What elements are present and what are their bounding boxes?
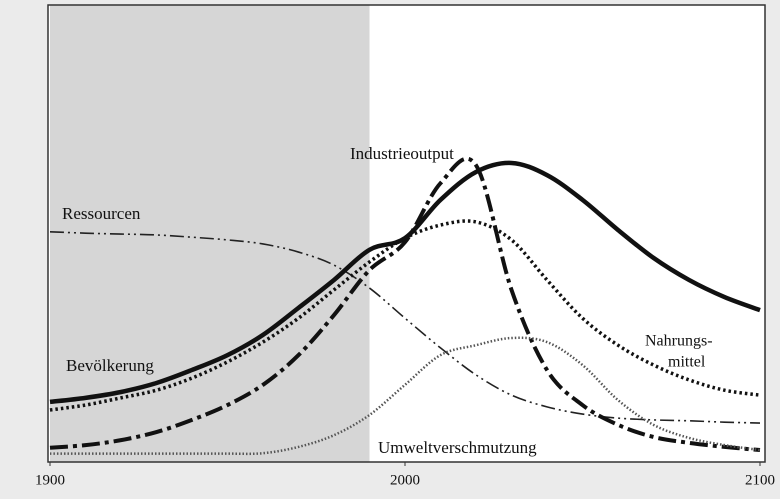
series-label: Umweltverschmutzung	[378, 438, 537, 457]
series-line	[49, 156, 761, 453]
series-label: Nahrungs-	[645, 333, 713, 350]
series-line	[49, 231, 761, 424]
series-label: Industrieoutput	[350, 144, 454, 163]
series-line	[49, 219, 761, 412]
series-line	[50, 336, 761, 456]
x-tick-label: 1900	[35, 472, 65, 488]
x-tick-label: 2100	[745, 472, 775, 488]
series-label: mittel	[668, 354, 706, 371]
series-label: Bevölkerung	[66, 356, 154, 375]
highlight-region	[50, 5, 370, 462]
series-label: Ressourcen	[62, 204, 141, 223]
plot-frame	[47, 4, 766, 463]
x-tick-label: 2000	[390, 472, 420, 488]
